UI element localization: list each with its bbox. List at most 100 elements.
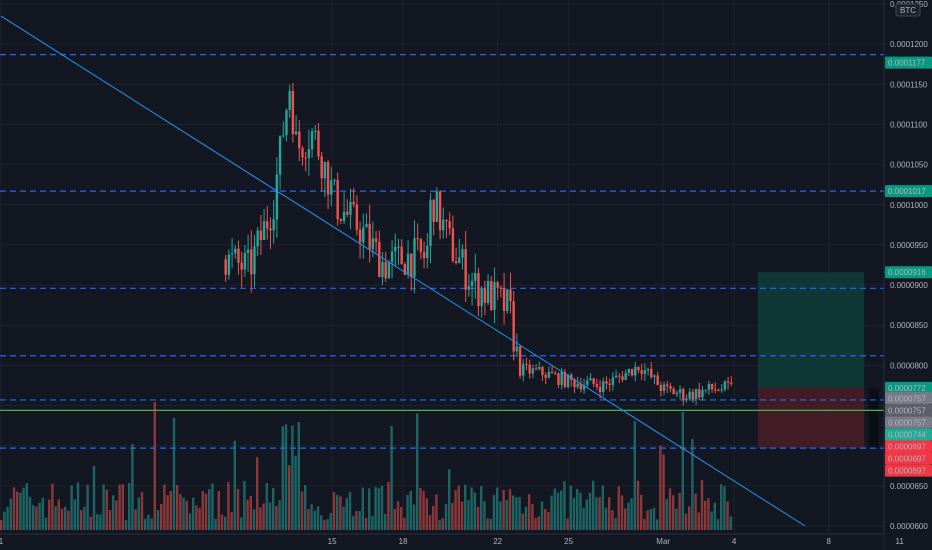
volume-bar bbox=[406, 494, 409, 530]
volume-bar bbox=[416, 413, 419, 530]
volume-bar bbox=[262, 503, 265, 530]
volume-bar bbox=[19, 492, 22, 530]
volume-bar bbox=[723, 486, 726, 530]
volume-bar bbox=[668, 488, 672, 530]
volume-bar bbox=[128, 483, 131, 530]
volume-bar bbox=[672, 495, 675, 530]
price-tick-label: 0.0001000 bbox=[890, 201, 928, 210]
price-tag bbox=[885, 440, 932, 453]
candle-body bbox=[512, 301, 515, 352]
volume-bar bbox=[12, 487, 16, 530]
price-tag-label: 0.0000757 bbox=[888, 418, 926, 427]
candle-body bbox=[726, 381, 730, 383]
volume-bar bbox=[310, 504, 313, 530]
zone-gap-1 bbox=[868, 387, 879, 449]
volume-bar bbox=[694, 493, 697, 530]
candle-body bbox=[378, 241, 381, 278]
candle-body bbox=[634, 366, 637, 376]
volume-bar bbox=[272, 487, 275, 530]
volume-bar bbox=[332, 492, 336, 530]
candle-body bbox=[528, 364, 531, 374]
candle-body bbox=[410, 253, 413, 277]
volume-bar bbox=[249, 495, 252, 530]
volume-bar bbox=[67, 510, 70, 530]
trendline[interactable] bbox=[0, 15, 806, 527]
volume-bar bbox=[579, 492, 582, 530]
volume-bar bbox=[438, 519, 441, 530]
volume-bar bbox=[54, 506, 57, 530]
candle-body bbox=[579, 383, 583, 390]
candle-body bbox=[592, 378, 595, 384]
volume-bar bbox=[204, 493, 208, 530]
candle-body bbox=[624, 372, 627, 380]
time-tick-label: 8 bbox=[827, 537, 832, 546]
price-axis[interactable]: 0.00006000.00006500.00007000.00007500.00… bbox=[883, 0, 932, 550]
candle-body bbox=[368, 223, 371, 250]
volume-bar bbox=[291, 425, 294, 530]
candle-body bbox=[253, 246, 256, 275]
volume-bar bbox=[0, 519, 3, 530]
volume-bar bbox=[662, 454, 665, 530]
candle-body bbox=[352, 201, 355, 205]
candle-body bbox=[426, 245, 429, 259]
volume-bar bbox=[726, 501, 729, 530]
volume-bar bbox=[48, 499, 51, 530]
candle-body bbox=[230, 253, 234, 255]
volume-bar bbox=[665, 499, 668, 530]
candle-body bbox=[336, 179, 339, 220]
volume-bar bbox=[384, 513, 387, 530]
price-tag bbox=[885, 266, 932, 279]
candle-body bbox=[602, 381, 605, 393]
symbol-badge-box[interactable] bbox=[895, 3, 921, 17]
volume-bar bbox=[620, 495, 624, 530]
volume-bar bbox=[99, 514, 102, 530]
candle-body bbox=[522, 363, 525, 376]
candle-body bbox=[304, 157, 307, 159]
volume-bar bbox=[230, 511, 233, 530]
candle-body bbox=[691, 391, 695, 400]
volume-bar bbox=[441, 518, 444, 530]
candle-body bbox=[538, 367, 541, 370]
volume-bar bbox=[313, 510, 316, 530]
volume-bar bbox=[76, 482, 80, 530]
candle-body bbox=[611, 377, 615, 385]
volume-bar bbox=[470, 487, 473, 530]
volume-bar bbox=[656, 519, 659, 530]
volume-bar bbox=[172, 417, 176, 530]
volume-bar bbox=[633, 420, 636, 530]
volume-bar bbox=[160, 504, 163, 530]
volume-bar bbox=[86, 484, 89, 530]
volume-bar bbox=[192, 497, 195, 530]
candle-body bbox=[474, 273, 477, 282]
volume-bar bbox=[720, 484, 723, 530]
candle-body bbox=[566, 374, 570, 387]
candle-body bbox=[720, 389, 723, 391]
volume-bar bbox=[265, 483, 268, 530]
price-tag bbox=[885, 428, 932, 441]
volume-bar bbox=[572, 498, 576, 530]
time-axis[interactable]: 115182225Mar48111518 bbox=[0, 533, 932, 550]
volume-bar bbox=[3, 511, 6, 530]
candle-body bbox=[554, 373, 557, 375]
candle-body bbox=[560, 372, 563, 385]
candle-body bbox=[614, 375, 618, 378]
volume-bar bbox=[243, 481, 246, 530]
time-axis-background bbox=[0, 534, 884, 550]
time-tick-label: 1 bbox=[0, 537, 4, 546]
volume-bar bbox=[576, 488, 579, 530]
price-tick-label: 0.0000650 bbox=[890, 482, 928, 491]
volume-bar bbox=[489, 519, 492, 530]
volume-bar bbox=[32, 505, 35, 530]
candle-body bbox=[598, 386, 602, 393]
volume-bar bbox=[649, 509, 652, 530]
candle-body bbox=[675, 392, 679, 395]
volume-bar bbox=[131, 444, 134, 530]
volume-bar bbox=[9, 498, 12, 530]
volume-bar bbox=[227, 482, 230, 530]
price-tick-label: 0.0001150 bbox=[890, 80, 928, 89]
volume-bar bbox=[118, 484, 121, 530]
volume-bar bbox=[409, 490, 412, 530]
volume-bar bbox=[73, 499, 76, 530]
symbol-badge[interactable]: BTC bbox=[895, 3, 921, 17]
